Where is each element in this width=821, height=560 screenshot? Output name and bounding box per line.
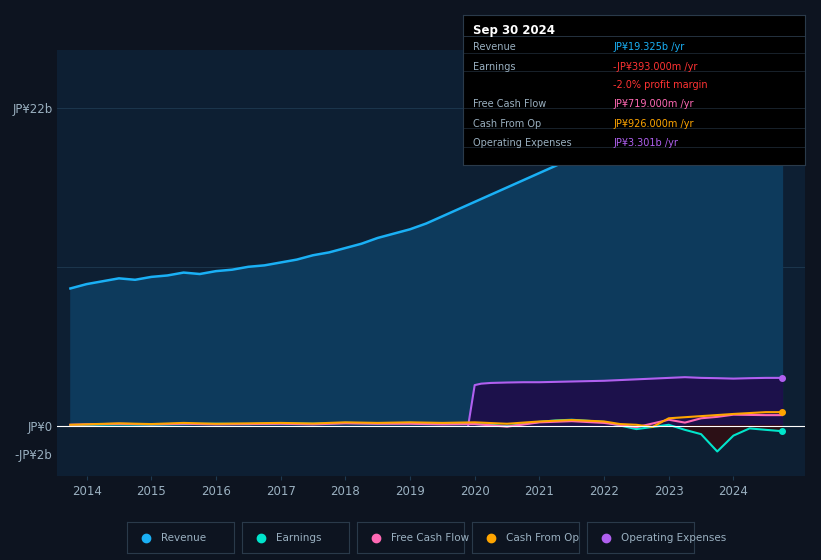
Text: Cash From Op: Cash From Op xyxy=(507,533,580,543)
Text: Operating Expenses: Operating Expenses xyxy=(473,138,572,148)
Text: JP¥719.000m /yr: JP¥719.000m /yr xyxy=(613,99,694,109)
Text: Revenue: Revenue xyxy=(473,42,516,52)
Text: -JP¥393.000m /yr: -JP¥393.000m /yr xyxy=(613,62,698,72)
Text: Earnings: Earnings xyxy=(473,62,516,72)
Text: -2.0% profit margin: -2.0% profit margin xyxy=(613,80,708,90)
Text: Free Cash Flow: Free Cash Flow xyxy=(473,99,547,109)
Text: JP¥19.325b /yr: JP¥19.325b /yr xyxy=(613,42,685,52)
Text: Earnings: Earnings xyxy=(277,533,322,543)
Text: JP¥3.301b /yr: JP¥3.301b /yr xyxy=(613,138,678,148)
Text: Sep 30 2024: Sep 30 2024 xyxy=(473,24,555,37)
Text: JP¥926.000m /yr: JP¥926.000m /yr xyxy=(613,119,694,128)
Text: Cash From Op: Cash From Op xyxy=(473,119,542,128)
Text: Revenue: Revenue xyxy=(162,533,207,543)
Text: Operating Expenses: Operating Expenses xyxy=(621,533,727,543)
Text: Free Cash Flow: Free Cash Flow xyxy=(392,533,470,543)
